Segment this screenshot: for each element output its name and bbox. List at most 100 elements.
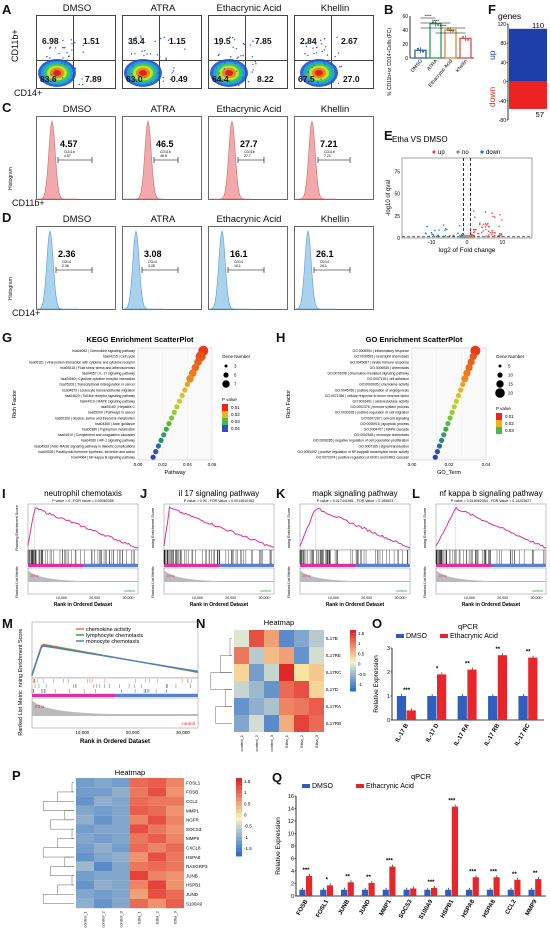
term-label: hsa04062 | Chemokine signaling pathway	[72, 349, 135, 353]
panel-label-c: C	[2, 100, 12, 115]
enrichment-point	[150, 454, 156, 460]
event-dot	[156, 54, 159, 56]
term-label: GO:0002376 | immune system process	[350, 405, 409, 409]
scale-segment	[350, 642, 356, 646]
enrichment-point	[467, 358, 475, 366]
scale-segment	[236, 832, 242, 837]
y-tick-label-qpcr: 16	[288, 794, 294, 800]
volcano-point-up	[484, 211, 487, 213]
heatmap-cell	[148, 833, 166, 844]
dendrogram-branch	[215, 706, 232, 724]
heatmap-cell	[76, 824, 94, 834]
scatter-title: GO Enrichment ScatterPlot	[366, 335, 463, 344]
gsea-stats: P value = 0.00 , FOR Value = 0.001461016…	[184, 499, 255, 503]
heatmap-col-label: control_3	[269, 734, 274, 751]
volcano-point-up	[484, 228, 487, 231]
volcano-point-up	[498, 232, 501, 235]
legend-label-qpcr: Ethacrynic Acid	[450, 633, 498, 640]
heatmap-row-label: IL17RC	[326, 670, 342, 675]
event-dot	[315, 52, 318, 54]
gate-line-horizontal	[295, 60, 373, 61]
volcano-point-up	[491, 233, 493, 236]
term-label: GO:0051092 | positive regulation of NF-k…	[297, 450, 409, 454]
quadrant-value-q4: 63.0	[126, 74, 143, 84]
gate-line-vertical	[159, 16, 160, 88]
event-dot	[238, 84, 240, 87]
replicate-dot-b	[467, 38, 469, 41]
heatmap-cell	[279, 715, 294, 732]
dendrogram-branch	[71, 875, 74, 886]
event-dot	[47, 79, 49, 81]
event-dot	[172, 70, 175, 72]
volcano-point-up	[470, 235, 472, 237]
panel-o-qpcr: qPCR DMSO Ethacrynic Acid 0 1 2 3 Relative Expr…	[373, 622, 544, 747]
down-bar	[509, 81, 547, 109]
event-dot	[49, 46, 52, 48]
legend-size-title: Gene Number	[496, 354, 525, 359]
panel-label-p: P	[12, 768, 21, 783]
density-ring	[53, 70, 61, 76]
replicate-dot-b	[432, 21, 434, 24]
event-dot	[70, 39, 72, 41]
y-axis-label-es: nning Enrichment Score	[423, 508, 427, 549]
volcano-point-up	[499, 234, 501, 237]
legend-label-m: lymphocyte chemotaxis	[86, 633, 143, 639]
heatmap-cell	[76, 880, 94, 890]
bar-qpcr	[424, 889, 431, 896]
dendrogram-branch	[42, 801, 74, 811]
heatmap-cell	[112, 852, 130, 862]
panel-label-g: G	[2, 330, 13, 345]
gate-percentage: 26.1	[316, 249, 334, 259]
category-label-qpcr: S100A9	[418, 898, 434, 920]
heatmap-cell	[94, 898, 112, 909]
es-frame	[27, 503, 139, 551]
event-dot	[316, 84, 318, 86]
volcano-point-up	[479, 222, 481, 225]
es-frame	[299, 503, 411, 551]
event-dot	[224, 61, 226, 64]
y-axis-label-es: nning Enrichment Score	[287, 508, 291, 549]
heatmap-cell	[294, 664, 309, 681]
panel-label-n: N	[196, 616, 206, 631]
heatmap-cell	[294, 630, 309, 647]
y-tick-label-b: 20	[402, 42, 408, 48]
term-label: hsa04657 | IL-17 signaling pathway	[82, 372, 136, 376]
event-dot	[66, 59, 69, 62]
bar-qpcr	[497, 655, 508, 720]
dendrogram-branch	[64, 856, 74, 867]
x-tick-label-e: 0	[466, 240, 469, 246]
event-dot	[61, 62, 63, 65]
enrichment-point	[449, 409, 455, 415]
histogram-peak	[38, 119, 78, 200]
event-dot	[243, 43, 245, 46]
x-tick-label-gsea: 20,000	[225, 596, 236, 600]
scale-label: -1	[244, 835, 248, 840]
gate-name: CD11b	[244, 150, 255, 154]
replicate-dot-b	[462, 35, 464, 38]
enrichment-point	[441, 432, 447, 438]
event-dot	[304, 52, 306, 55]
enrichment-point	[434, 449, 440, 455]
event-dot	[146, 53, 148, 55]
heatmap-cell	[166, 815, 184, 825]
event-dot	[135, 36, 137, 38]
x-tick-label-gsea: 30,000	[123, 596, 134, 600]
heatmap-col-label: control_2	[101, 910, 106, 927]
volcano-point-down	[449, 234, 451, 237]
scale-label: 1.5	[358, 631, 365, 636]
heatmap-cell	[148, 815, 166, 825]
panel-label-f: F	[488, 2, 496, 17]
heatmap-cell	[94, 880, 112, 890]
bar-qpcr	[466, 889, 473, 896]
rank-control-label: control	[532, 589, 543, 593]
gate-percentage: 7.21	[320, 139, 338, 149]
term-label: hsa04064 | NF-kappa B signaling pathway	[71, 456, 135, 460]
event-dot	[229, 36, 231, 39]
event-dot	[235, 47, 238, 50]
dendrogram-branch	[42, 894, 74, 904]
heatmap-cell	[130, 861, 148, 871]
condition-title: Ethacrynic Acid	[216, 214, 282, 225]
volcano-point-up	[498, 225, 500, 228]
rank-control-label: control	[396, 589, 407, 593]
